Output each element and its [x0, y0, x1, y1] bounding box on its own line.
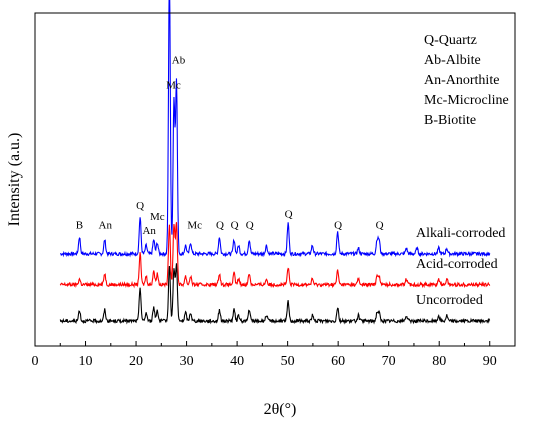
- x-tick-label: 20: [129, 354, 143, 369]
- x-axis-title: 2θ(°): [264, 401, 297, 418]
- peak-label: Q: [216, 220, 224, 232]
- series-line-acid-corroded: [59, 222, 491, 289]
- x-tick-label: 40: [230, 354, 244, 369]
- x-tick-label: 10: [79, 354, 93, 369]
- series-label-alkali-corroded: Alkali-corroded: [416, 226, 505, 241]
- series-line-uncorroded: [59, 263, 491, 325]
- peak-label: Mc: [166, 80, 181, 92]
- legend-entry: An-Anorthite: [424, 73, 499, 88]
- x-tick-label: 60: [331, 354, 345, 369]
- legend-entry: Q-Quartz: [424, 33, 477, 48]
- peak-annotations: BAnQAnMcQAbMcMcQQQQQQ: [76, 54, 384, 237]
- x-tick-label: 80: [432, 354, 446, 369]
- x-tick-label: 70: [382, 354, 396, 369]
- legend: Q-Quartz Ab-Albite An-Anorthite Mc-Microcli…: [424, 33, 509, 128]
- peak-label: Mc: [187, 220, 202, 232]
- x-axis: 0 10 20 30 40 50 60 70 80 90: [32, 341, 497, 369]
- x-tick-label: 30: [180, 354, 194, 369]
- peak-label: An: [99, 220, 113, 232]
- peak-label: Q: [334, 220, 342, 232]
- peak-label: Q: [376, 220, 384, 232]
- x-tick-label: 90: [483, 354, 497, 369]
- legend-entry: Mc-Microcline: [424, 93, 509, 108]
- series-layer: [59, 0, 491, 325]
- peak-label: Mc: [150, 211, 165, 223]
- plot-frame: [34, 12, 516, 347]
- peak-label: Q: [136, 200, 144, 212]
- series-labels: Alkali-corroded Acid-corroded Uncorroded: [416, 226, 505, 308]
- x-tick-label: 50: [281, 354, 295, 369]
- peak-label: Q: [246, 220, 254, 232]
- y-axis-title: Intensity (a.u.): [6, 133, 23, 227]
- peak-label: An: [142, 225, 156, 237]
- peak-label: Ab: [172, 54, 186, 66]
- series-line-alkali-corroded: [60, 0, 491, 258]
- legend-entry: B-Biotite: [424, 113, 476, 128]
- x-tick-label: 0: [32, 354, 39, 369]
- series-label-acid-corroded: Acid-corroded: [416, 257, 498, 272]
- peak-label: Q: [231, 220, 239, 232]
- series-label-uncorroded: Uncorroded: [416, 293, 483, 308]
- peak-label: Q: [285, 208, 293, 220]
- legend-entry: Ab-Albite: [424, 53, 481, 68]
- peak-label: B: [76, 220, 83, 232]
